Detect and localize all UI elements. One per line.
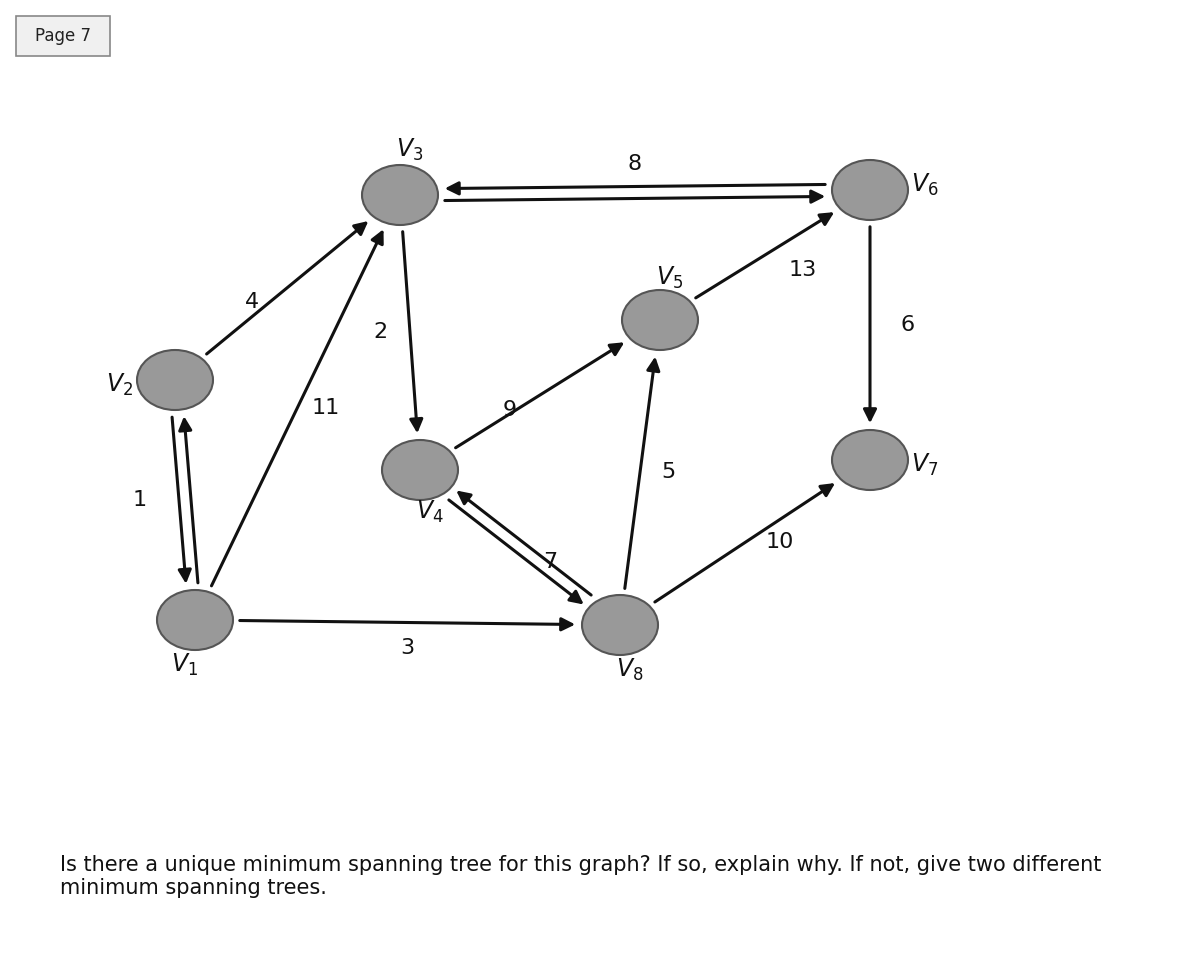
- Ellipse shape: [137, 350, 214, 410]
- Text: $V_{3}$: $V_{3}$: [396, 137, 424, 163]
- Text: $V_{5}$: $V_{5}$: [656, 265, 684, 291]
- Text: $V_{4}$: $V_{4}$: [416, 499, 444, 525]
- Text: 6: 6: [901, 315, 916, 335]
- Text: 9: 9: [503, 400, 517, 420]
- Text: 11: 11: [311, 397, 340, 418]
- FancyBboxPatch shape: [16, 16, 110, 56]
- Ellipse shape: [832, 430, 908, 490]
- Text: 3: 3: [401, 638, 414, 657]
- Text: 1: 1: [133, 490, 148, 510]
- Text: 8: 8: [628, 155, 642, 174]
- Text: 4: 4: [246, 292, 259, 313]
- Ellipse shape: [582, 595, 658, 655]
- Text: $V_{8}$: $V_{8}$: [617, 656, 643, 683]
- Text: 7: 7: [542, 552, 557, 573]
- Text: 5: 5: [661, 463, 676, 482]
- Ellipse shape: [362, 165, 438, 225]
- Text: 2: 2: [373, 322, 388, 343]
- Ellipse shape: [622, 290, 698, 350]
- Ellipse shape: [382, 440, 458, 500]
- Text: $V_{7}$: $V_{7}$: [911, 452, 938, 478]
- Text: 10: 10: [766, 533, 794, 552]
- Ellipse shape: [832, 160, 908, 220]
- Text: $V_{1}$: $V_{1}$: [172, 652, 198, 678]
- Text: $V_{6}$: $V_{6}$: [911, 171, 938, 198]
- Text: 13: 13: [788, 260, 817, 280]
- Text: Is there a unique minimum spanning tree for this graph? If so, explain why. If n: Is there a unique minimum spanning tree …: [60, 855, 1102, 898]
- Text: $V_{2}$: $V_{2}$: [107, 372, 133, 398]
- Text: Page 7: Page 7: [35, 27, 91, 45]
- Ellipse shape: [157, 590, 233, 650]
